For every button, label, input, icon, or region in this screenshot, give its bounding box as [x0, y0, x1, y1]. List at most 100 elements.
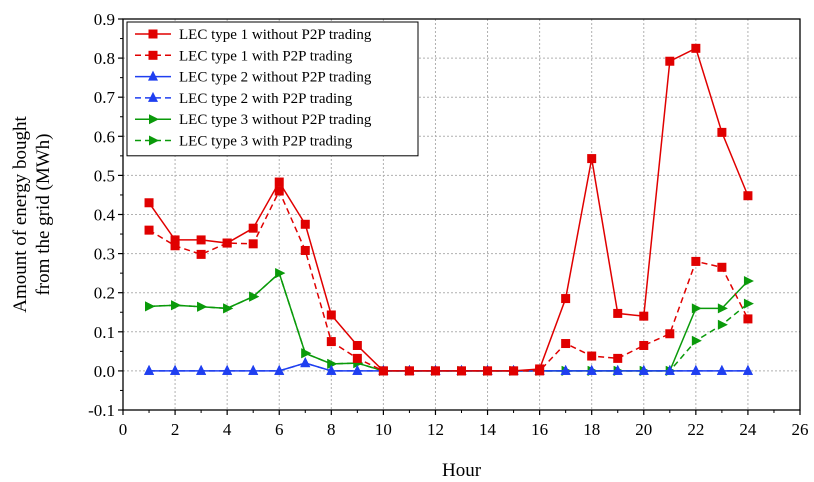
y-axis-title-line-1: Amount of energy bought	[10, 116, 31, 313]
data-point	[196, 235, 206, 245]
y-tick-label: 0.7	[94, 88, 116, 107]
data-point	[222, 364, 233, 375]
x-tick-label: 8	[327, 420, 336, 439]
data-point	[352, 364, 363, 375]
data-point	[586, 364, 597, 375]
data-point	[638, 364, 649, 375]
legend-marker	[149, 135, 159, 146]
data-point	[248, 239, 258, 249]
data-point	[352, 340, 362, 350]
series-line	[148, 189, 749, 372]
data-point	[613, 308, 623, 318]
data-point	[717, 262, 727, 272]
data-point	[691, 303, 702, 314]
data-point	[300, 219, 310, 229]
legend-label: LEC type 1 without P2P trading	[179, 27, 372, 43]
x-tick-label: 26	[792, 420, 809, 439]
data-point	[509, 366, 519, 376]
series-4	[144, 357, 753, 375]
data-point	[743, 298, 754, 309]
data-point	[301, 348, 312, 359]
data-point	[144, 225, 154, 235]
series-3	[144, 357, 753, 375]
data-point	[197, 301, 208, 312]
x-tick-label: 2	[171, 420, 180, 439]
series-1	[144, 43, 753, 376]
data-point	[561, 339, 571, 349]
data-point	[144, 198, 154, 208]
legend-marker	[148, 29, 158, 39]
legend-item: LEC type 1 without P2P trading	[135, 27, 372, 43]
x-tick-label: 10	[375, 420, 392, 439]
data-point	[326, 310, 336, 320]
data-point	[716, 364, 727, 375]
y-tick-label: 0.5	[94, 166, 115, 185]
data-point	[743, 314, 753, 324]
x-tick-label: 14	[479, 420, 497, 439]
legend-item: LEC type 2 without P2P trading	[135, 70, 372, 86]
y-tick-label: 0.9	[94, 10, 115, 29]
data-point	[170, 235, 180, 245]
data-point	[326, 337, 336, 347]
data-point	[196, 249, 206, 259]
legend-item: LEC type 2 with P2P trading	[135, 91, 353, 107]
series-line	[149, 362, 748, 372]
y-tick-label: 0.2	[94, 284, 115, 303]
data-point	[274, 364, 285, 375]
data-point	[691, 43, 701, 53]
data-point	[613, 353, 623, 363]
series-line	[149, 271, 749, 372]
data-point	[326, 364, 337, 375]
x-axis-ticks: 0 2 4 6 8 10 12 14 16 18 20 22 24 26	[119, 410, 809, 439]
y-tick-label: 0.3	[94, 245, 115, 264]
x-axis-title: Hour	[442, 460, 482, 481]
data-point	[145, 301, 156, 312]
data-point	[717, 127, 727, 137]
legend-item: LEC type 3 without P2P trading	[135, 112, 372, 128]
data-point	[690, 364, 701, 375]
x-tick-label: 24	[739, 420, 757, 439]
data-point	[457, 366, 466, 376]
data-point	[249, 291, 260, 302]
data-point	[665, 56, 675, 66]
legend: LEC type 1 without P2P trading LEC type 1…	[126, 21, 419, 157]
legend-marker	[148, 91, 158, 102]
data-point	[170, 364, 181, 375]
x-tick-label: 16	[531, 420, 548, 439]
data-point	[275, 268, 286, 279]
data-point	[170, 241, 180, 251]
data-point	[404, 366, 414, 376]
data-point	[560, 364, 571, 375]
data-point	[196, 364, 207, 375]
data-point	[248, 364, 259, 375]
y-tick-label: 0.4	[94, 206, 116, 225]
data-point	[691, 256, 701, 266]
data-point	[352, 353, 362, 363]
legend-label: LEC type 3 with P2P trading	[179, 134, 353, 150]
series-5	[145, 268, 754, 376]
data-point	[664, 364, 675, 375]
x-tick-label: 12	[427, 420, 444, 439]
data-point	[222, 238, 232, 248]
x-tick-label: 20	[635, 420, 652, 439]
data-point	[743, 275, 754, 286]
series-6	[145, 268, 754, 376]
legend-marker	[148, 70, 158, 81]
legend-marker	[148, 50, 158, 60]
legend-label: LEC type 1 with P2P trading	[179, 48, 353, 64]
data-point	[743, 191, 753, 201]
y-tick-label: 0.1	[94, 323, 115, 342]
data-point	[535, 364, 545, 374]
y-tick-label: -0.1	[88, 401, 115, 420]
data-point	[691, 335, 702, 346]
data-point	[223, 303, 234, 314]
x-tick-label: 18	[583, 420, 600, 439]
data-point	[717, 303, 728, 314]
x-tick-label: 6	[275, 420, 284, 439]
y-axis-title-line-2: from the grid (MWh)	[33, 134, 54, 296]
series-line	[149, 271, 749, 372]
y-tick-label: 0.8	[94, 49, 115, 68]
data-point	[587, 351, 597, 361]
x-tick-label: 0	[119, 420, 128, 439]
